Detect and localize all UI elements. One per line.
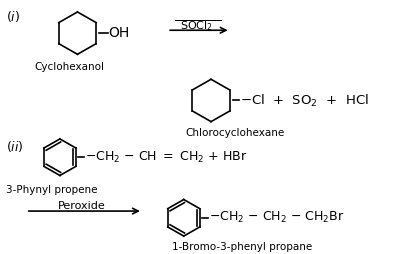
Text: $(ii)$: $(ii)$ xyxy=(6,139,24,154)
Text: $-$Cl  +  SO$_2$  +  HCl: $-$Cl + SO$_2$ + HCl xyxy=(240,92,368,108)
Text: Chlorocyclohexane: Chlorocyclohexane xyxy=(185,128,284,138)
Text: SOCl$_2$: SOCl$_2$ xyxy=(180,19,213,33)
Text: Cyclohexanol: Cyclohexanol xyxy=(34,62,104,72)
Text: $-$CH$_2$ $-$ CH$_2$ $-$ CH$_2$Br: $-$CH$_2$ $-$ CH$_2$ $-$ CH$_2$Br xyxy=(209,210,344,225)
Text: 1-Bromo-3-phenyl propane: 1-Bromo-3-phenyl propane xyxy=(172,242,312,252)
Text: Peroxide: Peroxide xyxy=(57,201,105,211)
Text: $-$CH$_2$ $-$ CH $=$ CH$_2$ + HBr: $-$CH$_2$ $-$ CH $=$ CH$_2$ + HBr xyxy=(85,150,247,165)
Text: $(i)$: $(i)$ xyxy=(6,9,20,24)
Text: OH: OH xyxy=(108,26,130,40)
Text: 3-Phynyl propene: 3-Phynyl propene xyxy=(6,185,97,195)
